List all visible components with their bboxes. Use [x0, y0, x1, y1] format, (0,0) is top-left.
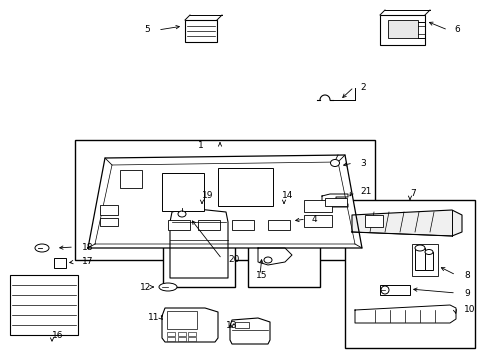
Polygon shape: [258, 248, 291, 265]
Polygon shape: [170, 208, 227, 278]
Text: 10: 10: [463, 306, 474, 315]
Text: 19: 19: [202, 192, 213, 201]
Bar: [187, 332, 196, 336]
Text: 6: 6: [453, 26, 459, 35]
Ellipse shape: [35, 244, 49, 252]
Bar: [235, 322, 248, 328]
Bar: [379, 15, 424, 45]
Ellipse shape: [264, 257, 271, 263]
Bar: [304, 200, 331, 212]
Polygon shape: [351, 210, 461, 236]
Bar: [184, 20, 217, 42]
Ellipse shape: [424, 249, 432, 255]
Bar: [100, 218, 118, 226]
Bar: [167, 311, 197, 329]
Bar: [163, 205, 235, 287]
Bar: [162, 173, 203, 211]
Ellipse shape: [414, 245, 424, 251]
Bar: [75, 140, 374, 260]
Text: 21: 21: [359, 186, 370, 195]
Bar: [120, 170, 142, 188]
Bar: [247, 205, 319, 287]
Bar: [325, 198, 346, 206]
Text: 14: 14: [282, 192, 293, 201]
Bar: [218, 168, 272, 206]
Text: 13: 13: [225, 321, 237, 330]
Bar: [379, 285, 409, 295]
Bar: [364, 215, 382, 227]
Bar: [345, 200, 474, 348]
Bar: [411, 244, 437, 276]
Bar: [231, 220, 253, 230]
Bar: [414, 248, 424, 270]
Text: 8: 8: [463, 270, 469, 279]
Ellipse shape: [380, 286, 388, 294]
Polygon shape: [321, 194, 347, 207]
Text: 9: 9: [463, 288, 469, 297]
Text: 1: 1: [198, 141, 203, 150]
Bar: [168, 220, 190, 230]
Bar: [178, 337, 185, 341]
Polygon shape: [229, 318, 269, 344]
Bar: [304, 215, 331, 227]
Text: 3: 3: [359, 158, 365, 167]
Text: 15: 15: [256, 270, 267, 279]
Text: 11: 11: [148, 312, 159, 321]
Text: 16: 16: [52, 332, 63, 341]
Polygon shape: [162, 308, 218, 342]
Bar: [167, 337, 175, 341]
Bar: [424, 252, 432, 270]
Polygon shape: [88, 155, 361, 248]
Text: 18: 18: [82, 243, 93, 252]
Bar: [387, 20, 417, 38]
Polygon shape: [354, 305, 455, 323]
Text: 17: 17: [82, 257, 93, 266]
Bar: [187, 337, 196, 341]
Bar: [100, 205, 118, 215]
Ellipse shape: [178, 211, 185, 217]
Bar: [54, 258, 66, 268]
Bar: [198, 220, 220, 230]
Bar: [167, 332, 175, 336]
Text: 4: 4: [311, 215, 317, 224]
Text: 5: 5: [143, 26, 149, 35]
Bar: [10, 275, 78, 335]
Ellipse shape: [330, 159, 339, 166]
Bar: [267, 220, 289, 230]
Text: 2: 2: [359, 82, 365, 91]
Text: 12: 12: [140, 283, 151, 292]
Ellipse shape: [159, 283, 177, 291]
Bar: [178, 332, 185, 336]
Text: 7: 7: [409, 189, 415, 198]
Text: 20: 20: [227, 255, 239, 264]
